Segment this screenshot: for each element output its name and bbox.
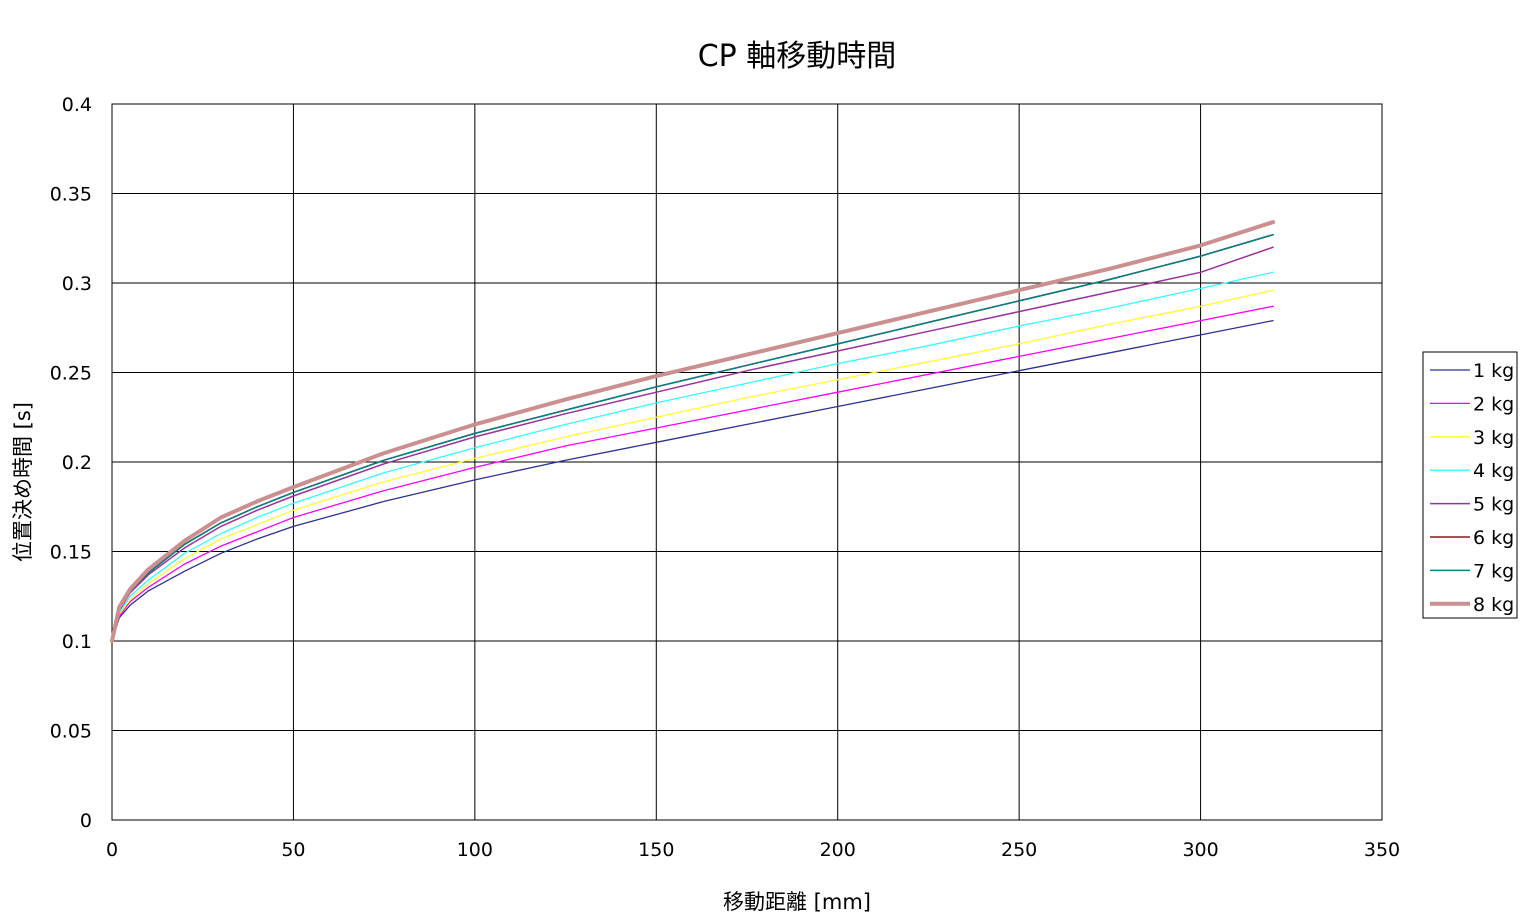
series-layer [110,220,1276,643]
series-line [110,220,1276,643]
legend-label: 6 kg [1473,527,1514,549]
x-tick-label: 250 [1001,839,1037,861]
y-tick-label: 0.2 [62,452,92,474]
series-line [111,305,1274,642]
x-tick-label: 100 [457,839,493,861]
legend-label: 3 kg [1473,427,1514,449]
legend-box [1422,351,1518,619]
x-tick-labels: 0 50 100 150 200 250 300 350 [106,839,1400,861]
x-tick-label: 300 [1182,839,1218,861]
x-axis-title: 移動距離 [mm] [723,890,871,914]
grid [111,103,1383,821]
series-line [111,271,1274,642]
y-axis-title: 位置決め時間 [s] [11,402,35,562]
chart-title: CP 軸移動時間 [698,39,897,74]
x-tick-label: 0 [106,839,118,861]
y-tick-label: 0.3 [62,273,92,295]
y-tick-label: 0.1 [62,631,92,653]
y-tick-label: 0.15 [50,542,92,564]
y-tick-labels: 0 0.05 0.1 0.15 0.2 0.25 0.3 0.35 0.4 [50,94,92,832]
legend-label: 4 kg [1473,460,1514,482]
legend-label: 8 kg [1473,594,1514,616]
series-line [111,246,1274,642]
x-tick-label: 350 [1364,839,1400,861]
y-tick-label: 0.25 [50,363,92,385]
legend-label: 7 kg [1473,560,1514,582]
x-tick-label: 50 [281,839,305,861]
y-tick-label: 0.05 [50,721,92,743]
legend-label: 2 kg [1473,393,1514,415]
y-tick-label: 0 [80,810,92,832]
series-line [111,319,1274,642]
legend-label: 5 kg [1473,494,1514,516]
series-line [111,289,1274,642]
legend-label: 1 kg [1473,360,1514,382]
x-tick-label: 150 [638,839,674,861]
y-tick-label: 0.4 [62,94,92,116]
x-tick-label: 200 [820,839,856,861]
series-line [111,233,1274,642]
legend: 1 kg 2 kg 3 kg 4 kg 5 kg 6 kg 7 kg 8 kg [1422,351,1518,619]
y-tick-label: 0.35 [50,184,92,206]
